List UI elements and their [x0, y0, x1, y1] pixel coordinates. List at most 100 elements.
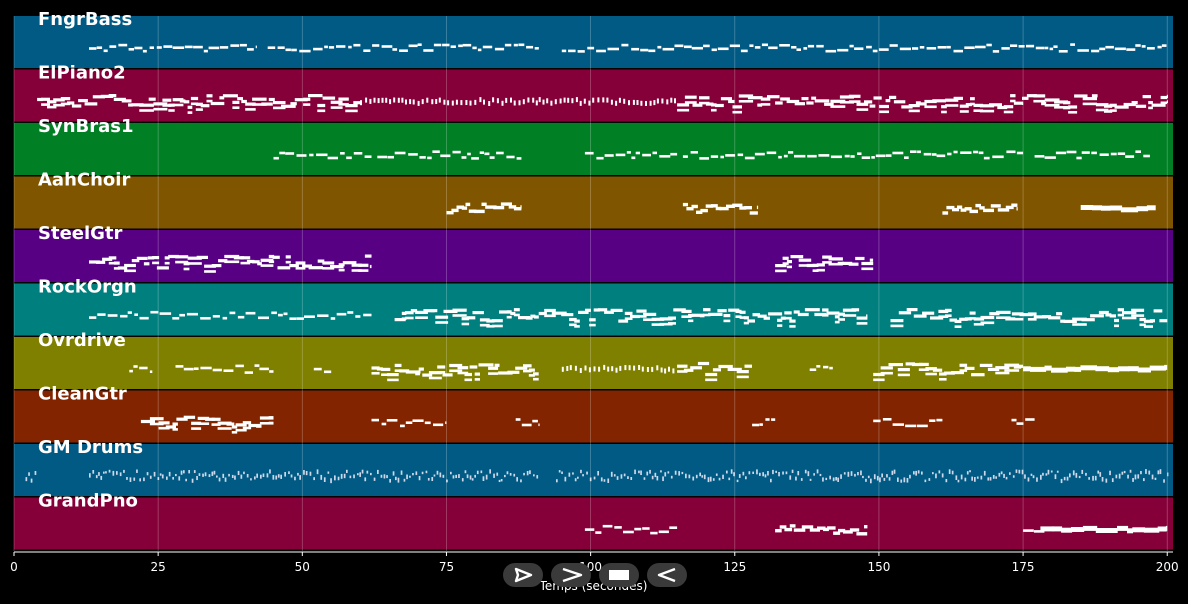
note	[779, 44, 790, 47]
note	[1122, 311, 1137, 315]
note	[596, 156, 604, 160]
note	[710, 204, 718, 208]
note	[969, 317, 976, 320]
note	[995, 476, 997, 479]
note	[527, 97, 530, 103]
note	[816, 365, 821, 368]
note	[866, 314, 868, 318]
track-notes	[89, 254, 874, 273]
note	[580, 469, 582, 474]
note	[602, 524, 613, 528]
note	[879, 110, 889, 114]
note	[477, 48, 482, 52]
note	[789, 475, 792, 480]
note	[295, 261, 306, 265]
note	[510, 97, 512, 103]
note	[945, 479, 948, 483]
note	[1000, 471, 1003, 475]
note	[593, 308, 600, 312]
note	[873, 419, 881, 423]
note	[1075, 472, 1078, 478]
note	[316, 469, 319, 475]
note	[728, 308, 740, 312]
note	[206, 99, 213, 103]
note	[399, 369, 410, 373]
stop-button[interactable]	[599, 563, 639, 587]
note	[669, 526, 678, 529]
note	[1092, 205, 1103, 211]
note	[232, 106, 240, 109]
note	[237, 97, 243, 101]
note	[449, 363, 463, 368]
note	[217, 427, 232, 430]
note	[980, 475, 983, 480]
note	[482, 45, 493, 49]
note	[353, 101, 360, 105]
note	[468, 209, 477, 213]
note	[951, 470, 954, 475]
note	[268, 254, 275, 259]
note	[939, 378, 947, 381]
note	[268, 416, 274, 420]
note	[158, 426, 170, 430]
note	[262, 473, 265, 478]
note	[717, 309, 727, 313]
note	[997, 208, 1010, 212]
note	[435, 99, 438, 104]
note	[172, 46, 185, 49]
note	[239, 43, 247, 47]
note	[1054, 106, 1069, 109]
note	[1034, 155, 1045, 158]
note	[979, 104, 995, 108]
note	[427, 156, 432, 160]
note	[806, 263, 816, 268]
note	[830, 155, 842, 159]
track-notes	[273, 150, 1150, 160]
note	[534, 315, 539, 319]
note	[304, 315, 315, 318]
note	[899, 47, 911, 51]
note	[494, 363, 500, 367]
note	[488, 366, 499, 370]
note	[1157, 526, 1167, 532]
rewind-button[interactable]	[647, 563, 687, 587]
track-lane	[14, 16, 1173, 68]
note	[158, 421, 170, 425]
note	[291, 48, 297, 52]
note	[1109, 109, 1117, 112]
note	[280, 474, 282, 479]
note	[405, 316, 414, 320]
track-lane	[14, 123, 1173, 175]
note	[973, 150, 979, 154]
note	[1151, 103, 1166, 107]
fast-forward-button[interactable]	[551, 563, 591, 587]
note	[1104, 104, 1113, 108]
note	[1044, 104, 1060, 107]
note	[255, 45, 257, 49]
note	[995, 371, 1010, 375]
note	[506, 155, 515, 159]
note	[1063, 476, 1066, 481]
note	[460, 100, 463, 106]
note	[856, 532, 868, 536]
note	[1048, 316, 1061, 320]
note	[168, 471, 171, 477]
note	[1023, 529, 1034, 532]
note	[964, 317, 972, 321]
x-tick-label: 0	[10, 560, 18, 574]
note	[34, 471, 37, 475]
note	[112, 470, 115, 476]
note	[906, 308, 918, 312]
note	[604, 310, 614, 314]
note	[969, 209, 978, 214]
note	[317, 314, 329, 317]
play-button[interactable]	[503, 563, 543, 587]
note	[183, 415, 196, 419]
note	[944, 371, 955, 375]
note	[505, 97, 508, 103]
note	[844, 154, 850, 158]
note	[754, 152, 765, 156]
note	[1098, 310, 1109, 315]
note	[183, 470, 185, 474]
note	[230, 44, 240, 47]
